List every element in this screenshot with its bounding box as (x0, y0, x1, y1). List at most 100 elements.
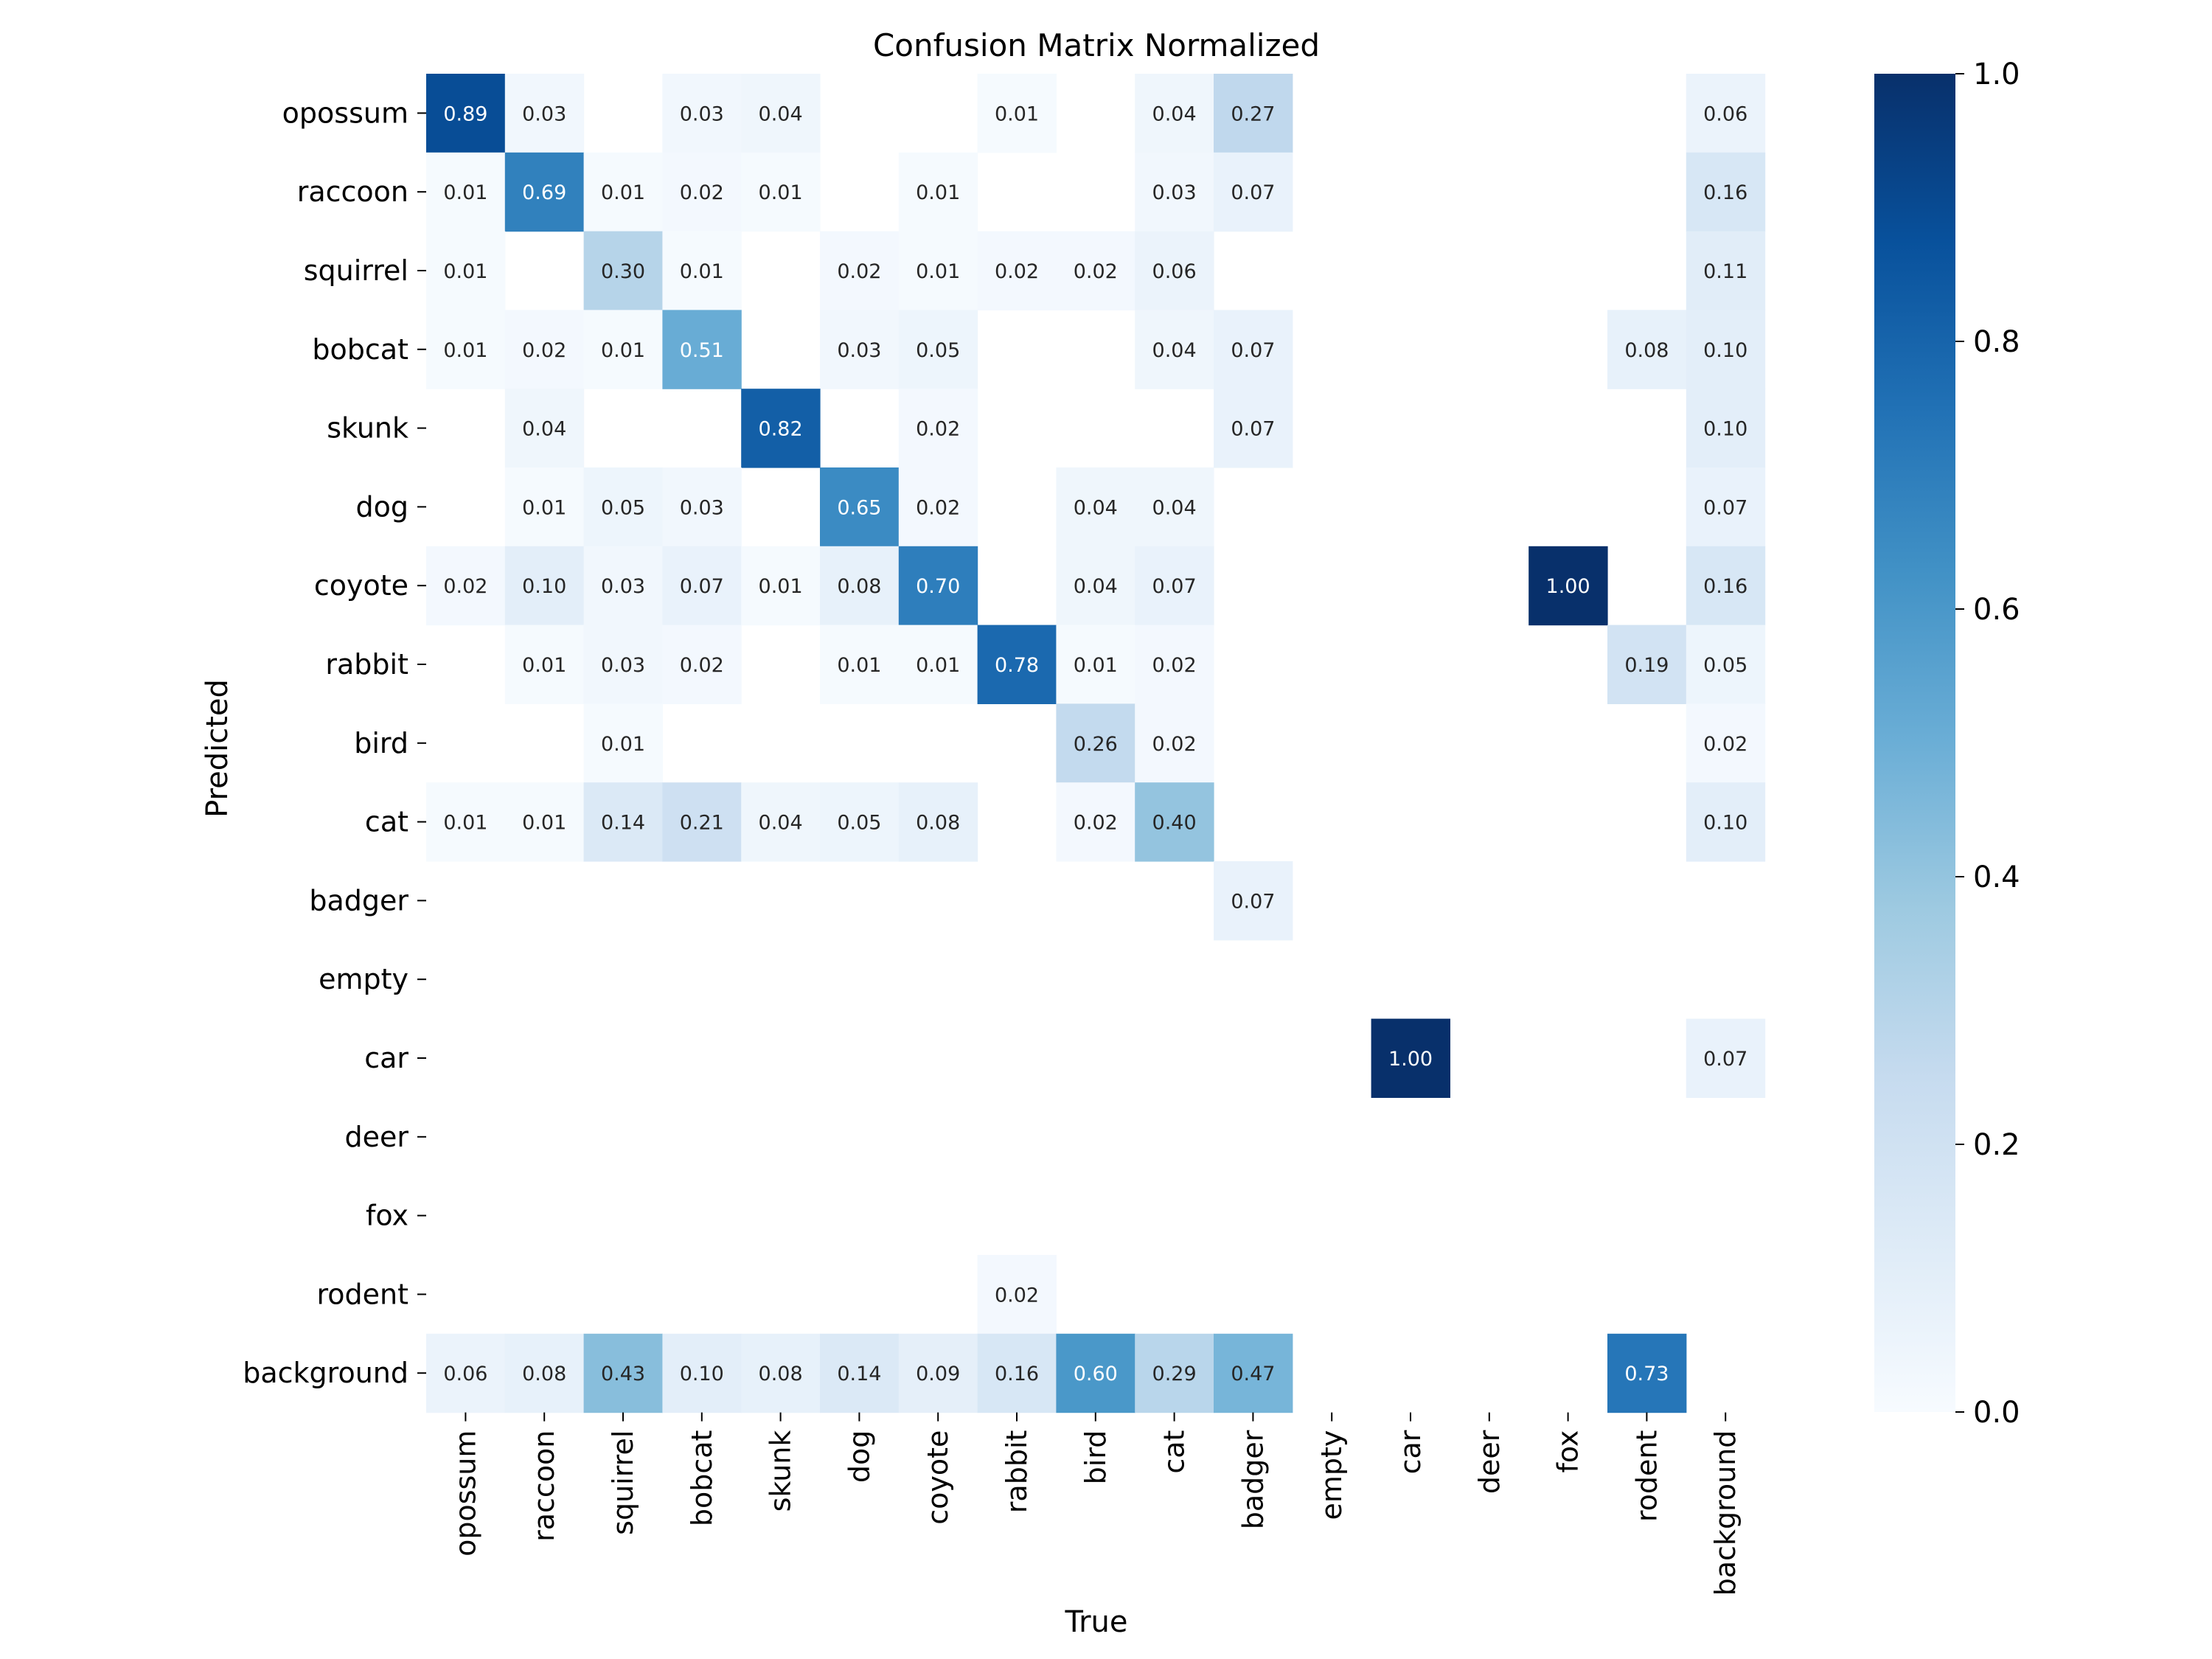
heatmap-cell (583, 782, 663, 862)
cell-value-label: 0.10 (522, 575, 566, 598)
heatmap-cell (1686, 74, 1766, 153)
heatmap-cell (1056, 467, 1135, 547)
cell-value-label: 0.07 (680, 575, 724, 598)
cell-value-label: 0.05 (916, 339, 960, 362)
cell-value-label: 0.07 (1152, 575, 1197, 598)
chart-title: Confusion Matrix Normalized (873, 27, 1320, 63)
x-tick-label: bird (1079, 1430, 1112, 1485)
cell-value-label: 0.07 (1231, 418, 1275, 441)
cell-value-label: 0.07 (1231, 890, 1275, 913)
cell-value-label: 0.01 (995, 102, 1039, 125)
heatmap-cell (820, 782, 900, 862)
cell-value-label: 0.01 (759, 575, 803, 598)
heatmap-cell (1214, 310, 1293, 389)
cell-value-label: 0.04 (759, 102, 803, 125)
cell-value-label: 0.04 (522, 418, 566, 441)
cell-value-label: 0.14 (601, 812, 645, 835)
heatmap-cell (1214, 389, 1293, 468)
heatmap-cell (662, 625, 742, 704)
cell-value-label: 0.08 (916, 812, 960, 835)
cell-value-label: 0.07 (1703, 1048, 1747, 1071)
heatmap-cell (426, 1333, 506, 1413)
y-tick-label: skunk (327, 412, 408, 445)
cell-value-label: 0.10 (1703, 418, 1747, 441)
heatmap-cell (898, 152, 978, 232)
cell-value-label: 0.01 (601, 733, 645, 756)
cell-value-label: 0.07 (1703, 496, 1747, 519)
cell-value-label: 0.01 (601, 181, 645, 204)
cell-value-label: 0.02 (522, 339, 566, 362)
cell-value-label: 0.04 (1152, 496, 1197, 519)
heatmap-cell (1686, 625, 1766, 704)
heatmap-cell (741, 74, 821, 153)
cell-value-label: 0.03 (1152, 181, 1197, 204)
colorbar-tick-label: 1.0 (1973, 58, 2020, 91)
y-tick-label: bobcat (312, 333, 408, 366)
cell-value-label: 0.03 (601, 575, 645, 598)
heatmap-cell (583, 625, 663, 704)
cell-value-label: 0.02 (995, 1284, 1039, 1307)
cell-value-label: 0.04 (1074, 496, 1118, 519)
cell-value-label: 0.01 (522, 812, 566, 835)
cell-value-label: 0.78 (995, 654, 1039, 677)
cell-value-label: 0.01 (916, 181, 960, 204)
cell-value-label: 0.10 (680, 1363, 724, 1385)
heatmap-cell (1686, 782, 1766, 862)
heatmap-cell (504, 1333, 585, 1413)
cell-value-label: 0.01 (601, 339, 645, 362)
heatmap-cell (898, 625, 978, 704)
heatmap-cell (1056, 703, 1135, 783)
heatmap-cell (1056, 231, 1135, 310)
heatmap-cell (583, 310, 663, 389)
x-axis-ticks: opossum raccoon squirrel bobcat skunk dog coyo… (449, 1412, 1742, 1596)
cell-value-label: 0.02 (837, 260, 881, 283)
cell-value-label: 0.60 (1074, 1363, 1118, 1385)
heatmap-cell (741, 1333, 821, 1413)
x-tick-label: rodent (1630, 1430, 1663, 1523)
heatmap-cell (1686, 152, 1766, 232)
heatmap-cell (898, 467, 978, 547)
heatmap-cell (741, 389, 821, 468)
heatmap-cell (1056, 782, 1135, 862)
x-tick-label: bobcat (686, 1430, 718, 1527)
cell-value-label: 0.03 (680, 102, 724, 125)
cell-value-label: 0.01 (759, 181, 803, 204)
heatmap-cell (741, 782, 821, 862)
cell-value-label: 0.04 (1152, 102, 1197, 125)
cell-value-label: 0.19 (1624, 654, 1669, 677)
cell-value-label: 0.01 (916, 654, 960, 677)
heatmap-cell (1056, 625, 1135, 704)
x-tick-label: empty (1315, 1430, 1348, 1520)
cell-value-label: 0.02 (680, 181, 724, 204)
colorbar-ticks: 0.0 0.2 0.4 0.6 0.8 1.0 (1955, 58, 2020, 1430)
heatmap-cell (898, 231, 978, 310)
cell-value-label: 0.05 (837, 812, 881, 835)
heatmap-cell (1686, 703, 1766, 783)
cell-value-label: 0.06 (443, 1363, 487, 1385)
colorbar-tick-label: 0.4 (1973, 860, 2020, 894)
x-tick-label: dog (843, 1430, 875, 1484)
heatmap-cell (662, 467, 742, 547)
y-tick-label: empty (319, 963, 408, 995)
heatmap-cell (1686, 310, 1766, 389)
heatmap-cell (504, 467, 585, 547)
heatmap-cell (426, 152, 506, 232)
x-tick-label: raccoon (528, 1430, 560, 1542)
heatmap-cell (662, 310, 742, 389)
cell-value-label: 0.26 (1074, 733, 1118, 756)
heatmap-cell (1214, 74, 1293, 153)
cell-value-label: 0.02 (995, 260, 1039, 283)
y-tick-label: opossum (282, 97, 408, 129)
cell-value-label: 0.47 (1231, 1363, 1275, 1385)
heatmap-cell (1135, 310, 1214, 389)
y-axis-label: Predicted (201, 679, 234, 818)
x-tick-label: badger (1237, 1430, 1269, 1529)
heatmap-cell (504, 74, 585, 153)
cell-value-label: 0.06 (1703, 102, 1747, 125)
y-tick-label: bird (354, 727, 408, 759)
heatmap-cell (820, 546, 900, 626)
heatmap-cell (426, 782, 506, 862)
y-tick-label: coyote (314, 569, 408, 602)
heatmap-cell (1686, 1018, 1766, 1098)
heatmap-cell (977, 625, 1057, 704)
